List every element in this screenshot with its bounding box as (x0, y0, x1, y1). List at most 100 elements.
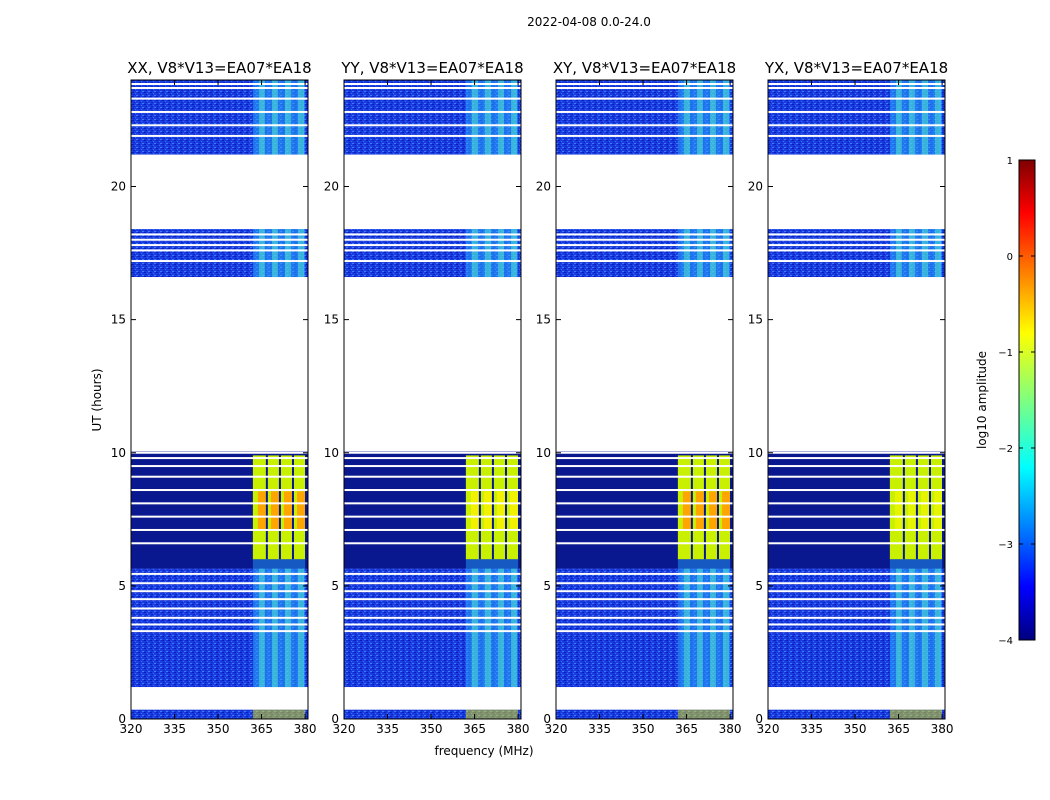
rfi-streak (895, 229, 902, 278)
rfi-streak (471, 80, 478, 155)
rfi-gap (690, 455, 693, 560)
y-tick-label: 20 (111, 180, 126, 194)
flagged-row (344, 260, 521, 263)
flagged-row (344, 238, 521, 241)
rfi-peak (283, 491, 292, 530)
flagged-row (556, 515, 733, 518)
flagged-row (556, 134, 733, 137)
rfi-streak (284, 80, 291, 155)
flagged-row (768, 582, 945, 585)
flagged-row (131, 475, 308, 478)
rfi-gap (278, 455, 281, 560)
flagged-row (131, 451, 308, 454)
flagged-row (768, 515, 945, 518)
x-tick-label: 380 (931, 722, 954, 736)
flagged-row (768, 590, 945, 593)
rfi-streak (298, 229, 305, 278)
flagged-row (768, 244, 945, 247)
flagged-row (556, 688, 733, 691)
flagged-row (344, 86, 521, 89)
flagged-row (556, 233, 733, 236)
rfi-peak (682, 491, 691, 530)
panel-0: 320 335 350 365 380 0 5 10 15 20 XX, V8*V13=EA07*E… (111, 59, 317, 736)
plot-frame (555, 79, 734, 720)
y-tick-label: 5 (755, 579, 763, 593)
flagged-row (556, 590, 733, 593)
flagged-row (344, 704, 521, 707)
flagged-row (344, 607, 521, 610)
rfi-streak (511, 80, 518, 155)
rfi-streak (683, 80, 690, 155)
flagged-row (556, 97, 733, 100)
flagged-row (768, 457, 945, 460)
flagged-row (131, 124, 308, 127)
rfi-streak (723, 80, 730, 155)
y-tick-label: 10 (748, 446, 763, 460)
rfi-gap (491, 455, 494, 560)
rfi-streak (683, 229, 690, 278)
rfi-streak (935, 80, 942, 155)
x-tick-label: 365 (675, 722, 698, 736)
flagged-row (344, 623, 521, 626)
flagged-row (768, 451, 945, 454)
flagged-row (556, 465, 733, 468)
rfi-streak (258, 229, 265, 278)
plot-frame (343, 79, 522, 720)
x-tick-label: 320 (545, 722, 568, 736)
rfi-band (889, 709, 943, 719)
rfi-gap (902, 455, 905, 560)
x-tick-label: 350 (420, 722, 443, 736)
flagged-row (344, 457, 521, 460)
panel-1: 320 335 350 365 380 0 5 10 15 20 YY, V8*V13=EA07*E… (324, 59, 530, 736)
flagged-row (768, 260, 945, 263)
flagged-row (556, 616, 733, 619)
flagged-row (556, 704, 733, 707)
rfi-streak (298, 568, 305, 688)
flagged-row (768, 134, 945, 137)
x-tick-label: 350 (844, 722, 867, 736)
flagged-row (768, 698, 945, 701)
plot-frame (767, 79, 946, 720)
rfi-streak (921, 568, 928, 688)
rfi-peak (920, 491, 929, 530)
flagged-row (131, 590, 308, 593)
rfi-band (465, 709, 519, 719)
flagged-row (556, 244, 733, 247)
rfi-peak (907, 491, 916, 530)
x-tick-label: 335 (163, 722, 186, 736)
flagged-row (556, 542, 733, 545)
flagged-row (131, 688, 308, 691)
flagged-row (131, 698, 308, 701)
rfi-peak (934, 491, 943, 530)
flagged-row (131, 515, 308, 518)
colorbar: 1 0 −1 −2 −3 −4 log10 amplitude (975, 156, 1036, 647)
x-tick-label: 335 (800, 722, 823, 736)
flagged-row (556, 528, 733, 531)
flagged-row (131, 260, 308, 263)
rfi-streak (497, 568, 504, 688)
rfi-band (252, 709, 306, 719)
rfi-streak (497, 229, 504, 278)
flagged-row (768, 489, 945, 492)
flagged-row (344, 465, 521, 468)
flagged-row (768, 124, 945, 127)
rfi-gap (730, 455, 733, 560)
y-tick-label: 0 (331, 712, 339, 726)
flagged-row (131, 704, 308, 707)
y-tick-label: 0 (755, 712, 763, 726)
flagged-row (556, 86, 733, 89)
rfi-streak (484, 80, 491, 155)
flagged-row (556, 630, 733, 633)
rfi-gap (942, 455, 945, 560)
rfi-streak (709, 229, 716, 278)
rfi-gap (504, 455, 507, 560)
flagged-row (556, 623, 733, 626)
flagged-row (556, 475, 733, 478)
flagged-row (344, 244, 521, 247)
flagged-row (768, 238, 945, 241)
y-axis-label: UT (hours) (90, 368, 104, 431)
flagged-row (768, 97, 945, 100)
rfi-streak (497, 80, 504, 155)
rfi-peak (894, 491, 903, 530)
rfi-streak (298, 80, 305, 155)
